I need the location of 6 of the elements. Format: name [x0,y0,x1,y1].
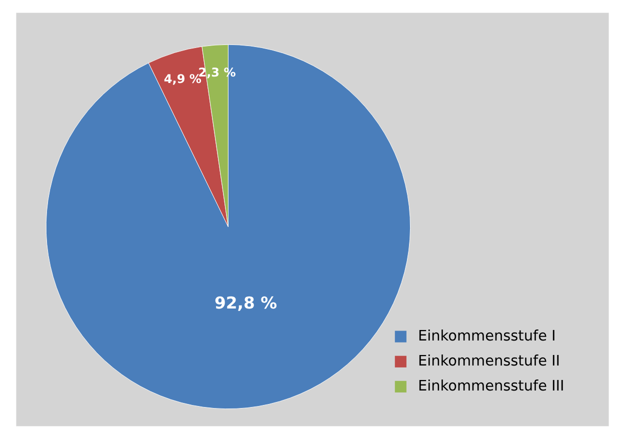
data-label: 4,9 % [164,72,202,86]
data-label: 92,8 % [214,294,278,313]
pie-slice [46,44,411,409]
legend-label: Einkommensstufe III [418,378,564,395]
legend-label: Einkommensstufe I [418,328,556,345]
legend-label: Einkommensstufe II [418,354,560,370]
